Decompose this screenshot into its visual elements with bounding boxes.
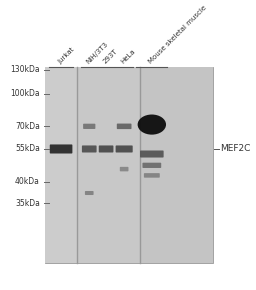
- FancyBboxPatch shape: [140, 151, 164, 157]
- FancyBboxPatch shape: [82, 146, 97, 153]
- Text: 35kDa: 35kDa: [15, 199, 40, 208]
- FancyBboxPatch shape: [116, 146, 133, 153]
- FancyBboxPatch shape: [140, 67, 213, 263]
- Text: 70kDa: 70kDa: [15, 122, 40, 131]
- Text: HeLa: HeLa: [120, 48, 137, 65]
- Text: MEF2C: MEF2C: [220, 144, 251, 153]
- FancyBboxPatch shape: [120, 167, 129, 171]
- FancyBboxPatch shape: [77, 67, 140, 263]
- FancyBboxPatch shape: [142, 163, 161, 168]
- FancyBboxPatch shape: [117, 124, 132, 129]
- FancyBboxPatch shape: [99, 146, 113, 153]
- FancyBboxPatch shape: [85, 191, 94, 195]
- Text: Mouse skeletal muscle: Mouse skeletal muscle: [148, 5, 208, 65]
- FancyBboxPatch shape: [83, 124, 95, 129]
- Text: 40kDa: 40kDa: [15, 177, 40, 186]
- Text: 293T: 293T: [102, 48, 119, 65]
- Text: 100kDa: 100kDa: [10, 89, 40, 98]
- Text: 130kDa: 130kDa: [10, 65, 40, 74]
- Text: NIH/3T3: NIH/3T3: [85, 41, 109, 65]
- Text: Jurkat: Jurkat: [57, 46, 76, 65]
- FancyBboxPatch shape: [45, 67, 77, 263]
- FancyBboxPatch shape: [144, 173, 160, 178]
- FancyBboxPatch shape: [50, 144, 72, 153]
- Text: 55kDa: 55kDa: [15, 144, 40, 153]
- Ellipse shape: [138, 115, 166, 135]
- FancyBboxPatch shape: [45, 67, 213, 263]
